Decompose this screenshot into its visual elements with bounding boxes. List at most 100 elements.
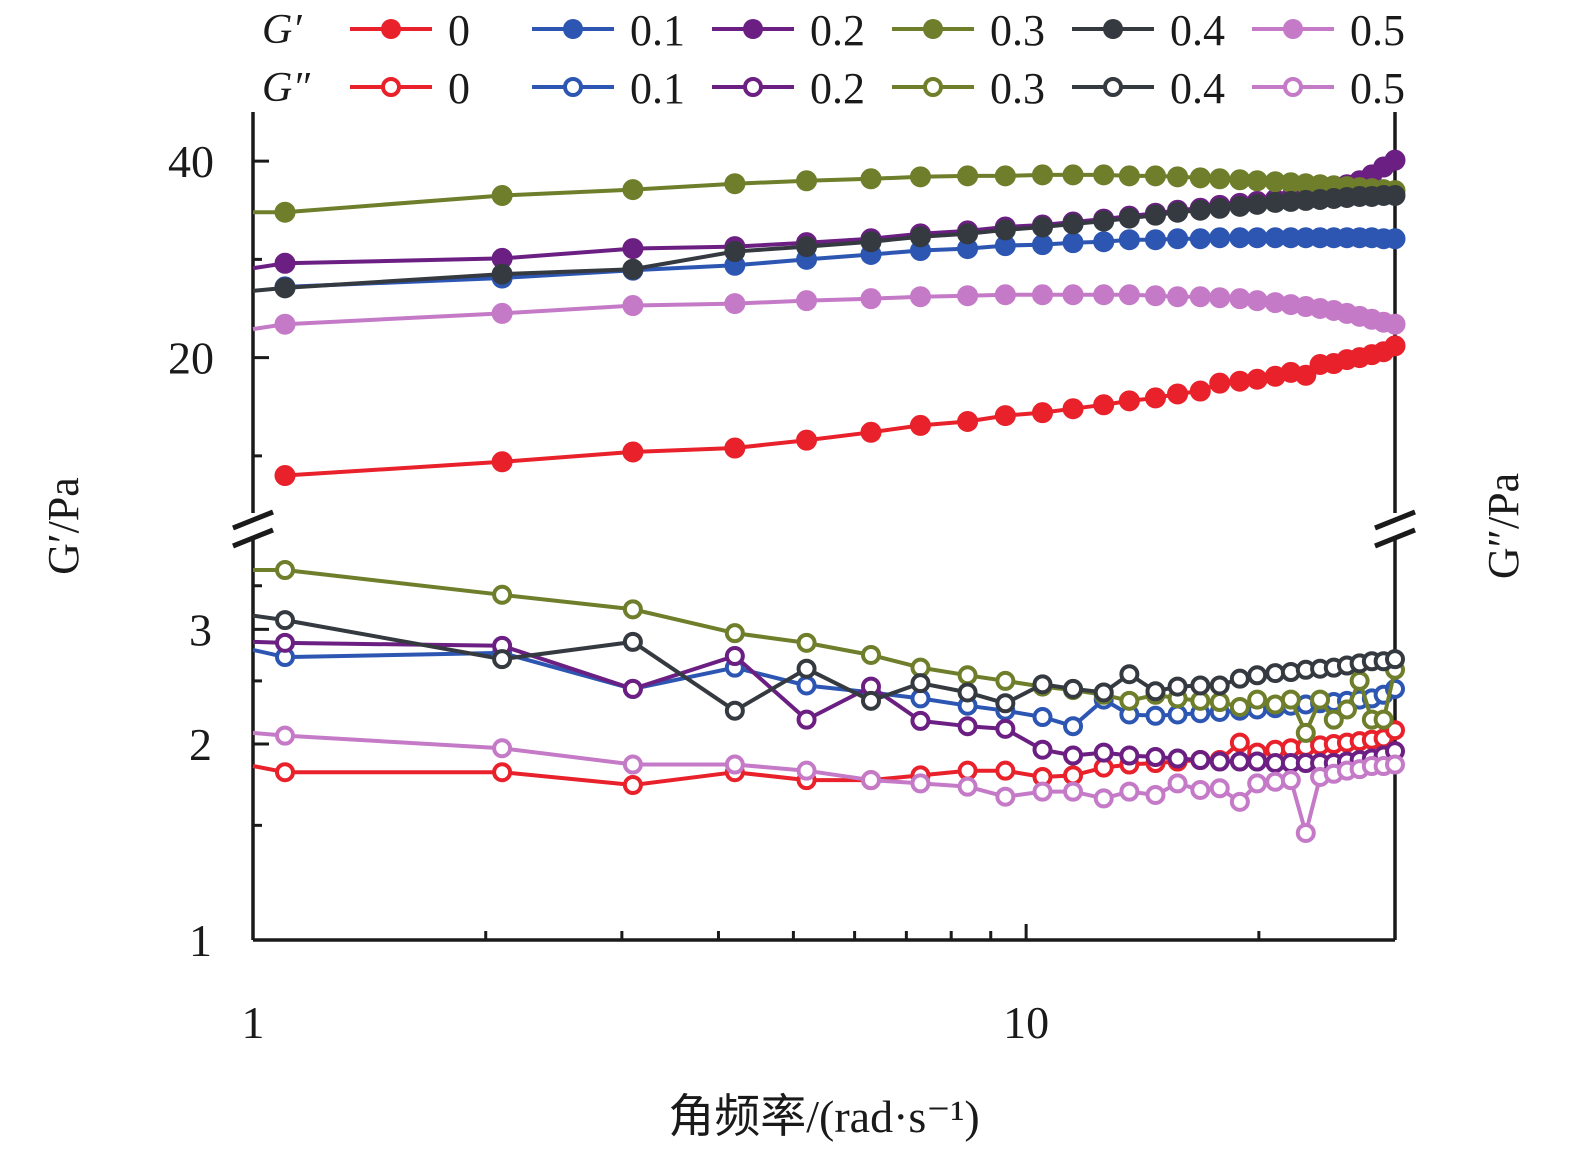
- legend: G′ 0 0.1 0.2 0.3 0.4 0.5 G″ 0 0.1 0.2 0.3 0.4 0.5: [262, 6, 1405, 113]
- series-G-double-prime-0.3: [253, 560, 1405, 743]
- data-point: [274, 313, 296, 335]
- data-point: [1229, 791, 1250, 812]
- data-point: [1167, 201, 1189, 223]
- data-point: [1144, 229, 1166, 251]
- data-point: [1063, 716, 1084, 737]
- data-point: [622, 179, 644, 201]
- legend-marker: [743, 19, 763, 39]
- data-point: [796, 760, 817, 781]
- data-point: [1247, 665, 1268, 686]
- data-point: [724, 623, 745, 644]
- axis-break-mark: [1374, 527, 1416, 549]
- data-point: [994, 284, 1016, 306]
- data-point: [1118, 229, 1140, 251]
- axis-break-mark: [232, 509, 274, 531]
- data-point: [622, 631, 643, 652]
- data-point: [1209, 227, 1231, 249]
- data-point: [275, 632, 296, 653]
- data-point: [909, 226, 931, 248]
- data-point: [724, 293, 746, 315]
- data-point: [622, 238, 644, 260]
- data-point: [995, 693, 1016, 714]
- data-point: [1385, 649, 1405, 670]
- data-point: [622, 295, 644, 317]
- data-point: [1209, 675, 1230, 696]
- data-point: [1119, 664, 1140, 685]
- data-point: [995, 760, 1016, 781]
- data-point: [1167, 383, 1189, 405]
- series-G-prime-0: [274, 335, 1406, 487]
- data-point: [1167, 704, 1188, 725]
- data-point: [1093, 742, 1114, 763]
- y-upper-tick-label: 40: [168, 136, 214, 187]
- data-point: [995, 670, 1016, 691]
- data-point: [1385, 754, 1405, 775]
- data-point: [275, 762, 296, 783]
- data-point: [1265, 771, 1286, 792]
- data-point: [1229, 732, 1250, 753]
- data-point: [1032, 739, 1053, 760]
- data-point: [491, 302, 513, 324]
- data-point: [1062, 213, 1084, 235]
- data-point: [274, 252, 296, 274]
- data-point: [1118, 207, 1140, 229]
- data-point: [491, 185, 513, 207]
- data-point: [1246, 227, 1268, 249]
- data-point: [1093, 682, 1114, 703]
- data-point: [796, 170, 818, 192]
- data-point: [1190, 779, 1211, 800]
- data-point: [1032, 284, 1054, 306]
- data-point: [1032, 707, 1053, 728]
- data-point: [724, 700, 745, 721]
- data-point: [1145, 705, 1166, 726]
- data-point: [994, 405, 1016, 427]
- data-point: [910, 773, 931, 794]
- data-point: [1209, 778, 1230, 799]
- data-point: [995, 786, 1016, 807]
- data-point: [1209, 287, 1231, 309]
- data-point: [622, 441, 644, 463]
- legend-label: 0.5: [1350, 6, 1405, 55]
- data-point: [492, 584, 513, 605]
- data-point: [622, 678, 643, 699]
- data-point: [909, 414, 931, 436]
- data-point: [1093, 231, 1115, 253]
- data-point: [796, 429, 818, 451]
- data-point: [1119, 690, 1140, 711]
- data-point: [1209, 372, 1231, 394]
- data-point: [957, 165, 979, 187]
- data-point: [860, 168, 882, 190]
- data-point: [1167, 286, 1189, 308]
- data-point: [1118, 165, 1140, 187]
- data-point: [1167, 676, 1188, 697]
- series-G-double-prime-0.5: [252, 725, 1405, 843]
- data-point: [1336, 699, 1357, 720]
- data-point: [910, 710, 931, 731]
- data-point: [1246, 170, 1268, 192]
- data-point: [1190, 675, 1211, 696]
- legend-marker: [1103, 19, 1123, 39]
- data-point: [1265, 753, 1286, 774]
- y-lower-tick-label: 3: [189, 604, 212, 655]
- data-point: [1032, 781, 1053, 802]
- data-point: [724, 241, 746, 263]
- data-point: [1384, 335, 1406, 357]
- data-point: [1167, 748, 1188, 769]
- data-point: [1246, 193, 1268, 215]
- data-point: [1063, 678, 1084, 699]
- legend-marker: [563, 77, 583, 97]
- y-lower-tick-label: 2: [189, 719, 212, 770]
- legend-marker: [923, 77, 943, 97]
- data-point: [1063, 745, 1084, 766]
- data-point: [1062, 164, 1084, 186]
- y-axis-label-left: G′/Pa: [39, 477, 88, 575]
- data-point: [275, 725, 296, 746]
- x-axis-label: 角频率/(rad·s⁻¹): [668, 1091, 979, 1142]
- data-point: [994, 219, 1016, 241]
- axis-labels: 1 10 20 40 1 2 3 角频率/(rad·s⁻¹) G′/Pa G″/Pa: [39, 136, 1528, 1142]
- data-point: [860, 231, 882, 253]
- plot-area: [252, 149, 1406, 843]
- data-point: [1145, 747, 1166, 768]
- data-point: [622, 258, 644, 280]
- data-point: [1118, 284, 1140, 306]
